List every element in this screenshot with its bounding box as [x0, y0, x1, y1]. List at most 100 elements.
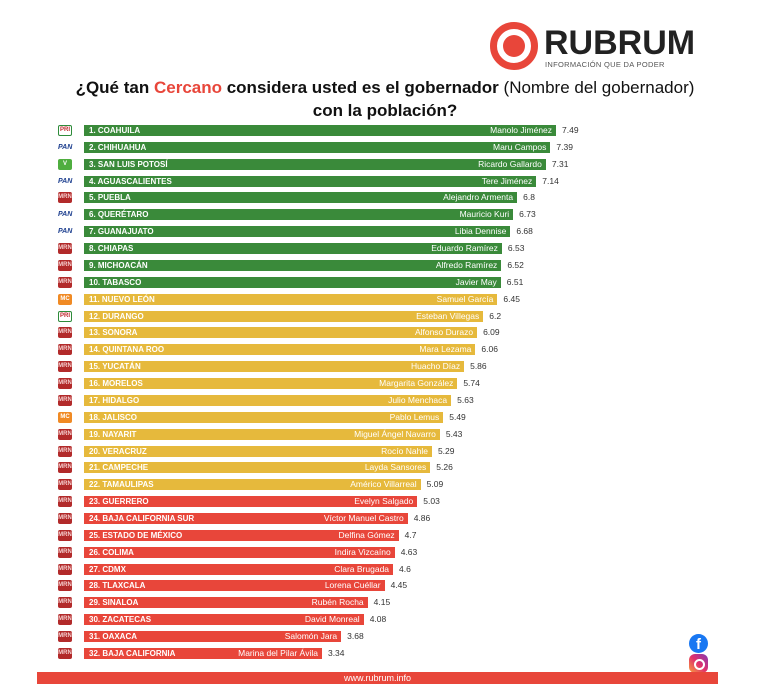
title-part3: (Nombre del gobernador) [498, 78, 695, 97]
target-logo-icon [490, 22, 538, 70]
rubrum-logo: RUBRUM INFORMACIÓN QUE DA PODER [490, 22, 710, 70]
value-label: 4.63 [400, 546, 418, 557]
value-label: 5.26 [436, 462, 453, 473]
value-label: 5.86 [470, 361, 487, 372]
value-label: 4.08 [369, 614, 387, 625]
state-label: 21. CAMPECHE [89, 463, 149, 473]
bar: 9. MICHOACÁN Alfredo Ramírez [84, 259, 502, 271]
state-label: 17. HIDALGO [89, 395, 140, 405]
party-logo-morena-icon: MRN [58, 580, 72, 592]
footer-url[interactable]: www.rubrum.info [37, 672, 718, 684]
party-logo-morena-icon: MRN [58, 614, 72, 626]
value-label: 6.51 [506, 276, 524, 287]
governor-label: Javier May [455, 276, 497, 287]
governor-label: Maru Campos [493, 141, 547, 152]
party-logo-morena-icon: MRN [58, 394, 72, 406]
party-logo-morena-icon: MRN [58, 462, 72, 474]
title-highlight: Cercano [153, 78, 222, 97]
bar: 6. QUERÉTARO Mauricio Kuri [84, 209, 514, 221]
bar: 7. GUANAJUATO Libia Dennise [84, 226, 511, 238]
bar: 30. ZACATECAS David Monreal [84, 614, 364, 626]
state-label: 25. ESTADO DE MÉXICO [89, 530, 183, 540]
bar: 17. HIDALGO Julio Menchaca [84, 394, 452, 406]
state-label: 30. ZACATECAS [89, 615, 152, 625]
state-label: 14. QUINTANA ROO [89, 345, 165, 355]
governor-label: Clara Brugada [334, 563, 390, 574]
governor-label: Mara Lezama [419, 344, 472, 355]
governor-label: Layda Sansores [364, 462, 427, 473]
state-label: 8. CHIAPAS [89, 244, 134, 254]
value-label: 6.06 [481, 344, 498, 355]
governor-label: Delfina Gómez [338, 529, 395, 540]
party-logo-pan-icon: PAN [58, 141, 73, 153]
state-label: 9. MICHOACÁN [89, 260, 148, 270]
bar: 22. TAMAULIPAS Américo Villarreal [84, 479, 421, 491]
value-label: 3.34 [327, 647, 345, 658]
governor-label: Libia Dennise [454, 226, 507, 237]
bar: 13. SONORA Alfonso Durazo [84, 327, 478, 339]
state-label: 12. DURANGO [89, 311, 144, 321]
value-label: 5.03 [423, 496, 440, 507]
bar: 32. BAJA CALIFORNIA Marina del Pilar Ávil… [84, 647, 322, 659]
party-logo-pan-icon: PAN [58, 175, 73, 187]
party-logo-morena-icon: MRN [58, 276, 72, 288]
governor-label: Manolo Jiménez [490, 125, 553, 135]
governor-label: Rocío Nahle [381, 445, 428, 456]
state-label: 1. COAHUILA [89, 126, 141, 135]
value-label: 7.14 [542, 175, 559, 186]
bar: 2. CHIHUAHUA Maru Campos [84, 141, 551, 153]
bar: 29. SINALOA Rubén Rocha [84, 597, 368, 609]
bar: 21. CAMPECHE Layda Sansores [84, 462, 431, 474]
party-logo-pan-icon: PAN [58, 226, 73, 238]
value-label: 5.09 [426, 479, 444, 490]
party-logo-morena-icon: MRN [58, 597, 72, 609]
brand-tagline: INFORMACIÓN QUE DA PODER [545, 60, 665, 69]
state-label: 5. PUEBLA [89, 193, 131, 203]
value-label: 4.86 [413, 513, 431, 523]
state-label: 24. BAJA CALIFORNIA SUR [89, 514, 195, 523]
value-label: 6.52 [507, 259, 524, 270]
governor-label: Evelyn Salgado [354, 496, 414, 507]
party-logo-pvem-icon: V [58, 158, 72, 170]
governor-label: Víctor Manuel Castro [323, 513, 404, 523]
value-label: 6.68 [516, 226, 533, 237]
value-label: 5.63 [457, 394, 474, 405]
party-logo-morena-icon: MRN [58, 563, 72, 575]
governor-label: Esteban Villegas [416, 310, 480, 321]
governor-label: Tere Jiménez [481, 175, 533, 186]
party-logo-mc-icon: MC [58, 293, 72, 305]
bar: 25. ESTADO DE MÉXICO Delfina Gómez [84, 529, 399, 541]
governor-label: Ricardo Gallardo [478, 158, 542, 169]
governor-label: Alejandro Armenta [443, 192, 514, 203]
bar: 1. COAHUILA Manolo Jiménez [84, 125, 557, 136]
title-part2: considera usted es el gobernador [222, 78, 499, 97]
value-label: 3.68 [347, 631, 364, 642]
governor-label: Pablo Lemus [389, 411, 440, 422]
state-label: 20. VERACRUZ [89, 446, 147, 456]
bar: 14. QUINTANA ROO Mara Lezama [84, 344, 476, 356]
state-label: 31. OAXACA [89, 632, 138, 642]
state-label: 22. TAMAULIPAS [89, 480, 154, 490]
state-label: 26. COLIMA [89, 547, 134, 557]
value-label: 7.39 [556, 141, 573, 152]
state-label: 18. JALISCO [89, 412, 138, 422]
bar: 10. TABASCO Javier May [84, 276, 501, 288]
facebook-icon[interactable]: f [689, 634, 708, 653]
party-logo-morena-icon: MRN [58, 631, 72, 643]
party-logo-morena-icon: MRN [58, 192, 72, 204]
party-logo-morena-icon: MRN [58, 496, 72, 508]
value-label: 5.74 [463, 378, 480, 389]
governor-label: Miguel Ángel Navarro [354, 428, 436, 439]
party-logo-morena-icon: MRN [58, 647, 72, 659]
governor-label: David Monreal [304, 614, 360, 625]
state-label: 19. NAYARIT [89, 429, 137, 439]
governor-label: Alfonso Durazo [414, 327, 474, 338]
instagram-icon[interactable] [689, 654, 708, 673]
bar: 18. JALISCO Pablo Lemus [84, 411, 444, 423]
bar: 28. TLAXCALA Lorena Cuéllar [84, 580, 385, 592]
party-logo-morena-icon: MRN [58, 546, 72, 558]
title-part1: ¿Qué tan [75, 78, 154, 97]
bar: 12. DURANGO Esteban Villegas [84, 310, 484, 322]
governor-label: Lorena Cuéllar [324, 580, 381, 591]
value-label: 4.15 [373, 597, 391, 608]
